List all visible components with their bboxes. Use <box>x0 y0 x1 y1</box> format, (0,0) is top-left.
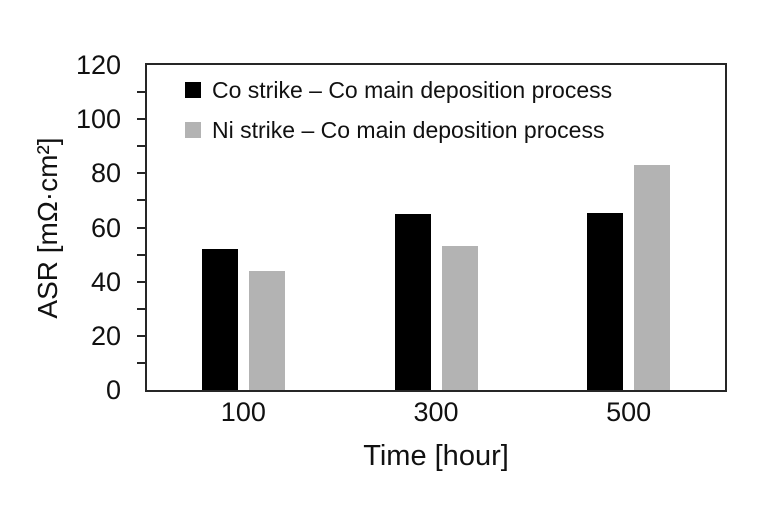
y-axis-tick <box>137 118 145 121</box>
bar-series1-300 <box>441 246 478 390</box>
y-axis-tick <box>137 334 145 337</box>
x-tick-label: 300 <box>413 397 459 427</box>
legend-item-co-strike: Co strike – Co main deposition process <box>185 74 612 106</box>
bar-series0-300 <box>394 213 431 390</box>
y-axis-tick <box>137 253 145 256</box>
bar-series0-500 <box>587 212 624 390</box>
y-axis-tick <box>137 199 145 202</box>
bar-series1-500 <box>634 165 671 390</box>
y-tick-label: 100 <box>75 104 121 135</box>
x-axis-title: Time [hour] <box>363 440 509 472</box>
y-axis-tick <box>137 361 145 364</box>
y-axis-tick <box>137 226 145 229</box>
y-tick-label: 20 <box>90 320 121 351</box>
y-axis-title: ASR [mΩ·cm²] <box>32 137 63 319</box>
legend-swatch-gray <box>185 122 201 138</box>
bar-series0-100 <box>201 249 238 390</box>
legend: Co strike – Co main deposition process N… <box>185 74 612 154</box>
x-tick-label: 100 <box>220 397 266 427</box>
y-axis-tick <box>137 145 145 148</box>
legend-item-ni-strike: Ni strike – Co main deposition process <box>185 114 612 146</box>
y-tick-label: 0 <box>105 375 121 405</box>
y-axis-tick <box>137 307 145 310</box>
legend-label: Ni strike – Co main deposition process <box>212 117 605 143</box>
y-tick-label: 40 <box>90 266 121 297</box>
bar-series1-100 <box>248 270 285 390</box>
y-axis-tick <box>137 91 145 94</box>
legend-swatch-black <box>185 82 201 98</box>
y-tick-label: 120 <box>75 50 121 80</box>
y-tick-label: 60 <box>90 212 121 243</box>
y-axis-tick <box>137 280 145 283</box>
x-tick-label: 500 <box>606 397 652 427</box>
y-tick-label: 80 <box>90 158 121 189</box>
plot-area: Co strike – Co main deposition process N… <box>76 51 727 427</box>
y-axis-tick <box>137 172 145 175</box>
legend-label: Co strike – Co main deposition process <box>212 77 613 103</box>
